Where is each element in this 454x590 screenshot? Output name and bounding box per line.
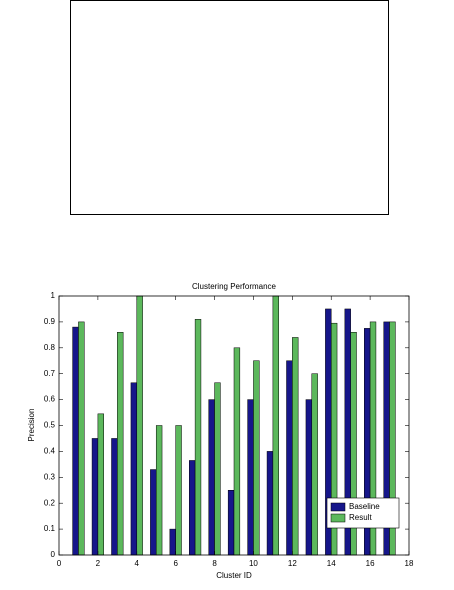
legend-label: Result — [349, 513, 372, 522]
x-axis-label: Cluster ID — [216, 571, 252, 580]
bar — [233, 347, 241, 556]
bar — [72, 326, 79, 556]
y-tick-label: 0.7 — [44, 369, 56, 378]
x-tick-label: 6 — [173, 559, 178, 568]
y-tick-label: 0.1 — [44, 524, 56, 533]
bar — [136, 295, 143, 556]
bar — [155, 425, 163, 556]
y-axis-label: Precision — [27, 409, 36, 442]
bar — [78, 321, 85, 556]
bar — [266, 451, 274, 556]
legend-swatch — [330, 502, 346, 512]
bar — [91, 438, 99, 556]
y-tick-label: 0.5 — [44, 421, 56, 430]
bar — [272, 295, 279, 556]
x-tick-label: 16 — [366, 559, 375, 568]
bar — [169, 528, 176, 556]
bar — [247, 399, 254, 556]
y-tick-label: 0.9 — [44, 317, 56, 326]
bar — [117, 332, 124, 556]
bar — [214, 382, 221, 556]
x-tick-label: 0 — [57, 559, 62, 568]
y-tick-label: 0.6 — [44, 395, 56, 404]
bar — [311, 373, 318, 556]
bar — [175, 425, 182, 556]
y-tick-label: 0 — [51, 550, 56, 559]
bar — [189, 460, 196, 556]
bar — [150, 469, 157, 556]
chart-title: Clustering Performance — [192, 282, 277, 291]
bar — [97, 413, 104, 556]
x-tick-label: 8 — [212, 559, 217, 568]
bar — [292, 337, 299, 556]
y-tick-label: 1 — [51, 291, 56, 300]
y-tick-label: 0.3 — [44, 472, 56, 481]
x-tick-label: 12 — [288, 559, 297, 568]
empty-frame — [70, 0, 389, 215]
y-tick-label: 0.8 — [44, 343, 56, 352]
legend-label: Baseline — [349, 502, 380, 511]
bar — [227, 490, 235, 556]
bar — [111, 438, 118, 556]
bar — [253, 360, 260, 556]
x-tick-label: 2 — [96, 559, 101, 568]
bar — [305, 399, 313, 556]
legend-swatch — [330, 513, 346, 523]
y-tick-label: 0.2 — [44, 498, 56, 507]
x-tick-label: 18 — [405, 559, 414, 568]
bar — [194, 319, 202, 556]
x-tick-label: 14 — [327, 559, 336, 568]
bar — [286, 360, 293, 556]
bar — [130, 382, 138, 556]
x-tick-label: 10 — [249, 559, 258, 568]
bar — [208, 399, 215, 556]
x-tick-label: 4 — [135, 559, 140, 568]
y-tick-label: 0.4 — [44, 447, 56, 456]
